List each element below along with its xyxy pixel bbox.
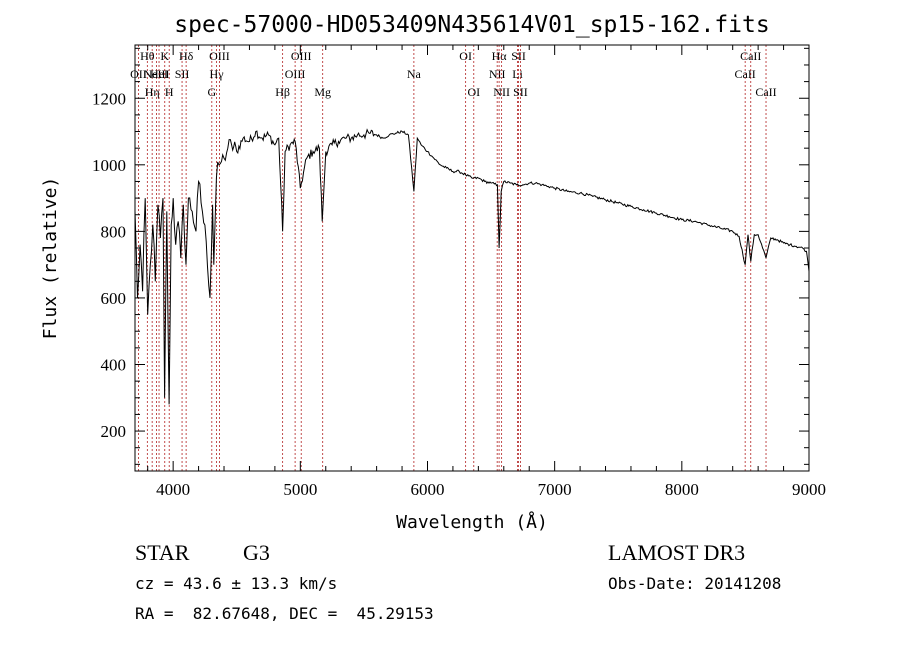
- spectral-line-label: OIII: [285, 67, 306, 81]
- y-tick-label: 600: [101, 289, 127, 308]
- spectral-line-label: SII: [513, 85, 528, 99]
- y-tick-label: 400: [101, 356, 127, 375]
- spectral-line-label: Hβ: [275, 85, 290, 99]
- spectral-line-label: Hα: [492, 49, 508, 63]
- spectrum-line: [134, 128, 810, 405]
- x-tick-label: 9000: [792, 480, 826, 499]
- x-tick-label: 5000: [283, 480, 317, 499]
- spectral-line-label: NII: [493, 85, 510, 99]
- x-tick-label: 4000: [156, 480, 190, 499]
- spectral-line-label: OII: [130, 67, 147, 81]
- plot-frame: [134, 44, 810, 472]
- spectral-line-label: Hδ: [179, 49, 194, 63]
- spectral-line-label: OIII: [209, 49, 230, 63]
- spectral-line-label: NeIII: [143, 67, 169, 81]
- spectral-line-label: Hθ: [140, 49, 155, 63]
- coordinates-text: RA = 82.67648, DEC = 45.29153: [135, 604, 434, 623]
- spectral-line-label: H: [165, 85, 174, 99]
- x-axis-label: Wavelength (Å): [396, 511, 548, 533]
- spectral-line-label: Hη: [145, 85, 160, 99]
- spectral-line-label: OI: [467, 85, 480, 99]
- spectral-line-label: G: [207, 85, 216, 99]
- object-class: STAR: [135, 540, 190, 565]
- spectral-line-label: CaII: [755, 85, 776, 99]
- axis-ticks-layer: 4000 5000 6000 7000 8000 9000 200 400 600 800 1000…: [92, 45, 826, 499]
- y-axis-label: Flux (relative): [40, 177, 61, 340]
- x-tick-label: 7000: [538, 480, 572, 499]
- x-tick-label: 8000: [665, 480, 699, 499]
- spectral-line-label: K: [160, 49, 169, 63]
- spectral-line-label: Li: [512, 67, 523, 81]
- spectral-line-label: Hγ: [210, 67, 225, 81]
- chart-title: spec-57000-HD053409N435614V01_sp15-162.f…: [174, 12, 769, 38]
- spectral-line-label: SII: [175, 67, 190, 81]
- y-tick-label: 1000: [92, 156, 126, 175]
- spectral-line-label: HeI: [150, 67, 168, 81]
- spectral-line-label: Na: [407, 67, 422, 81]
- y-tick-label: 200: [101, 422, 127, 441]
- survey-label: LAMOST DR3: [608, 540, 746, 565]
- spectral-line-label: CaII: [740, 49, 761, 63]
- spectral-line-label: NII: [489, 67, 506, 81]
- spectral-line-label: OIII: [291, 49, 312, 63]
- spectral-line-label: CaII: [734, 67, 755, 81]
- x-tick-label: 6000: [410, 480, 444, 499]
- spectral-line-label: Mg: [314, 85, 331, 99]
- y-tick-label: 800: [101, 222, 127, 241]
- spectral-line-label: OI: [459, 49, 472, 63]
- redshift-text: cz = 43.6 ± 13.3 km/s: [135, 574, 338, 593]
- object-subclass: G3: [243, 540, 270, 565]
- y-tick-label: 1200: [92, 89, 126, 108]
- obs-date-text: Obs-Date: 20141208: [608, 574, 782, 593]
- spectral-lines-layer: OIIHθHηNeIIIHeIKHSIIHδGHγOIIIHβOIIIOIIIM…: [130, 45, 777, 471]
- spectral-line-label: SII: [511, 49, 526, 63]
